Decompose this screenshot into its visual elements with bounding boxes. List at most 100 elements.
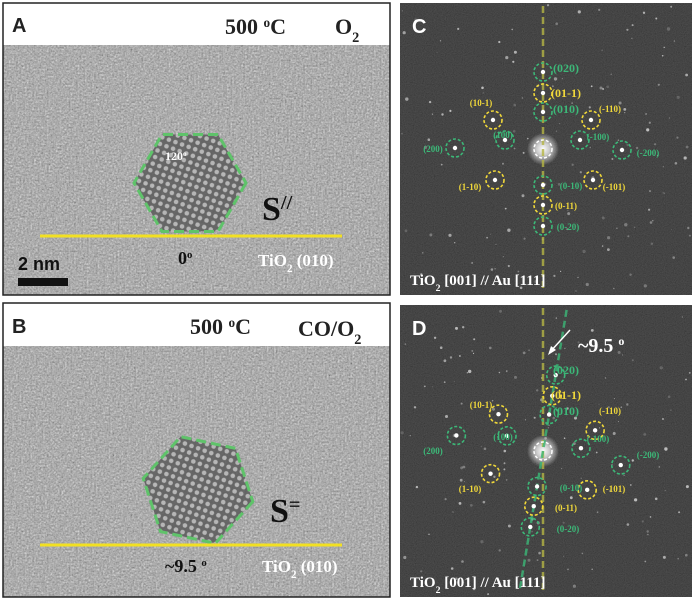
speckle: [617, 139, 620, 141]
speckle: [634, 498, 638, 502]
speckle: [483, 447, 487, 451]
spot-label: (-101): [603, 182, 626, 192]
speckle: [649, 516, 652, 518]
speckle: [644, 560, 647, 563]
spot-label: (01-1): [551, 86, 581, 100]
speckle: [577, 276, 579, 278]
speckle: [643, 433, 647, 436]
speckle: [611, 158, 614, 160]
speckle: [405, 97, 409, 101]
spot-label: (200): [423, 144, 443, 154]
spot-ring: [533, 175, 553, 195]
spot-ring: [542, 385, 563, 406]
panel-letter: C: [412, 16, 426, 38]
crystal: [134, 134, 246, 232]
spot-label: (-110): [599, 104, 621, 114]
spot-ring: [533, 216, 553, 236]
diffraction-spot: [540, 69, 546, 75]
spot-label: (100): [493, 432, 513, 442]
rich-text: TiO2 (010): [262, 557, 338, 581]
speckle: [507, 524, 511, 528]
text-part: TiO: [410, 273, 436, 289]
rich-text: CO/O2: [298, 316, 361, 348]
text-part: CO/O: [298, 316, 354, 341]
speckle: [652, 220, 654, 222]
speckle: [621, 354, 624, 356]
speckle: [601, 245, 604, 247]
speckle: [462, 465, 466, 469]
text-part: 2: [436, 283, 441, 294]
spot-label: (0-20): [557, 524, 580, 534]
speckle: [449, 109, 452, 112]
speckle: [572, 584, 577, 588]
spot-ring: [485, 170, 505, 190]
speckle: [415, 485, 419, 489]
speckle: [563, 555, 565, 558]
speckle: [420, 570, 423, 573]
spot-ring: [610, 455, 631, 475]
speckle: [589, 146, 592, 149]
speckle: [482, 92, 485, 94]
speckle: [601, 49, 603, 51]
speckle: [460, 402, 463, 405]
speckle: [420, 273, 423, 276]
spot-ring: [583, 170, 603, 190]
speckle: [427, 138, 431, 141]
speckle: [581, 552, 584, 555]
text-part: C: [235, 314, 251, 339]
speckle: [566, 228, 569, 231]
spot-ring: [480, 463, 501, 484]
speckle: [623, 474, 625, 476]
text-part: [001] // Au [111]: [440, 273, 545, 289]
spot-label: (1-10): [459, 484, 482, 494]
speckle: [459, 355, 461, 357]
speckle: [472, 587, 476, 591]
text-part: o: [201, 557, 206, 569]
speckle: [480, 445, 482, 447]
speckle: [552, 85, 554, 88]
spot-label: (0-10): [560, 181, 583, 191]
text-part: 2: [354, 332, 361, 348]
speckle: [482, 500, 486, 504]
spot-label: (0-11): [555, 503, 577, 513]
speckle: [560, 270, 562, 272]
text-part: 120: [165, 149, 183, 163]
speckle: [661, 417, 665, 421]
speckle: [504, 207, 507, 210]
rich-text: TiO2 (010): [258, 251, 334, 275]
speckle: [624, 112, 626, 114]
diffraction-spot: [540, 90, 546, 96]
rich-text: 500 oC: [225, 14, 286, 39]
speckle: [533, 416, 536, 419]
speckle: [443, 381, 446, 384]
speckle: [602, 88, 605, 90]
speckle: [403, 555, 407, 560]
speckle: [527, 137, 529, 140]
speckle: [466, 372, 469, 374]
speckle: [428, 100, 432, 104]
speckle: [559, 123, 561, 125]
speckle: [590, 329, 594, 332]
speckle: [635, 146, 639, 150]
speckle: [607, 236, 611, 240]
speckle: [458, 502, 462, 505]
speckle: [457, 27, 460, 30]
speckle: [664, 489, 666, 492]
speckle: [606, 85, 609, 88]
speckle: [439, 40, 442, 42]
text-part: ~9.5: [165, 556, 201, 576]
speckle: [454, 242, 456, 244]
scale-label: 2 nm: [18, 254, 60, 274]
speckle: [577, 341, 580, 344]
speckle: [498, 40, 501, 44]
text-part: [001] // Au [111]: [440, 575, 545, 591]
speckle: [512, 60, 515, 63]
spot-label: (-200): [637, 450, 660, 460]
speckle: [401, 10, 403, 12]
diffraction-spot: [452, 145, 458, 151]
text-part: o: [264, 15, 271, 30]
speckle: [440, 163, 443, 166]
speckle: [646, 530, 649, 533]
speckle: [490, 268, 494, 271]
